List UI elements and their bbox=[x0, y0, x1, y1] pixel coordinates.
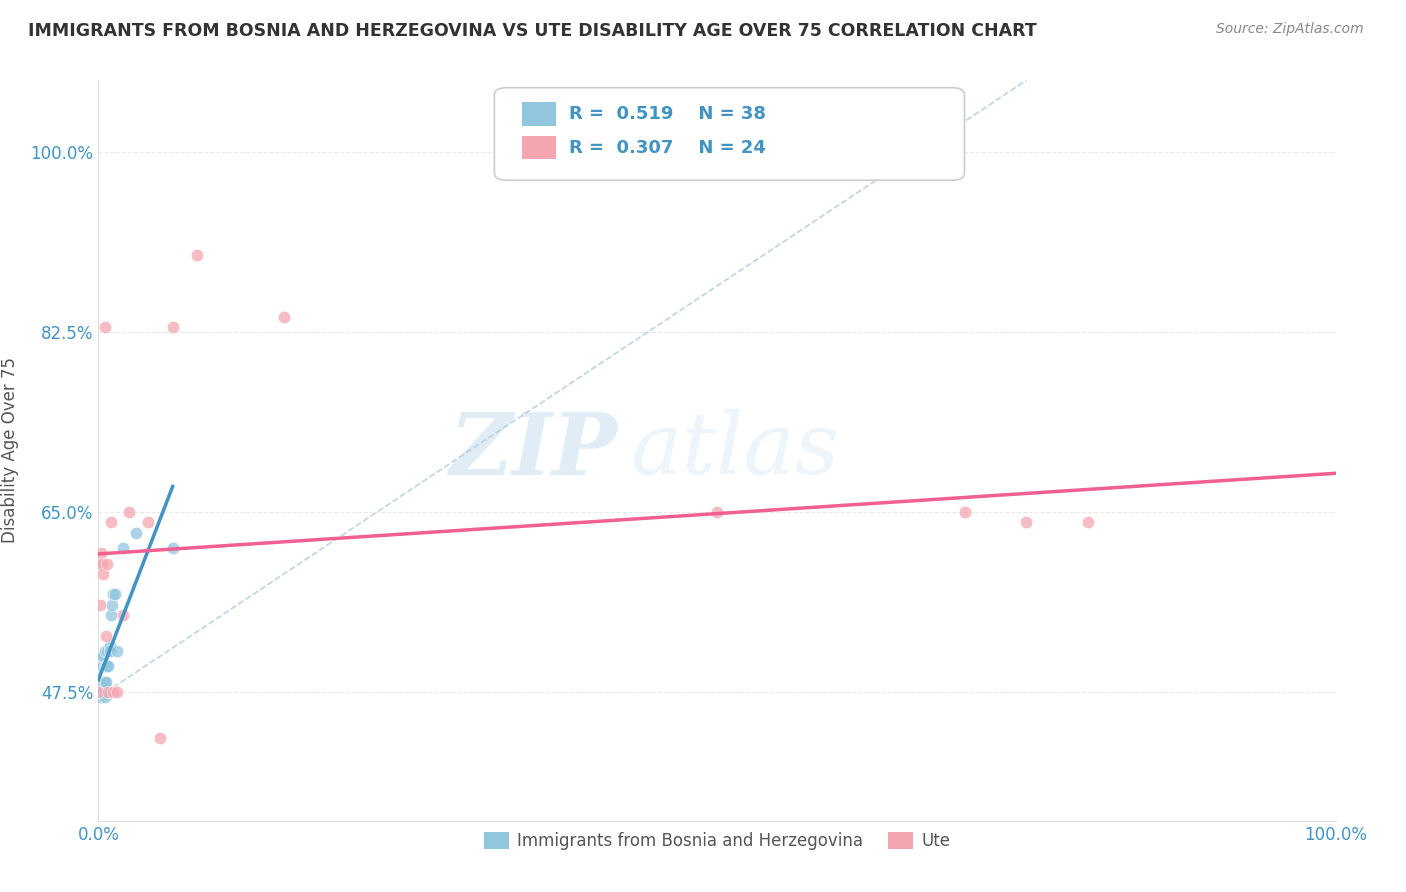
Point bbox=[93, 659, 115, 673]
Point bbox=[93, 659, 115, 673]
Point bbox=[89, 685, 111, 699]
Point bbox=[273, 310, 295, 324]
Point bbox=[100, 516, 122, 530]
Point bbox=[90, 674, 112, 689]
Point bbox=[89, 659, 111, 673]
Point bbox=[1015, 516, 1038, 530]
Point bbox=[97, 685, 120, 699]
Point bbox=[87, 557, 110, 571]
Point bbox=[87, 680, 110, 694]
Y-axis label: Disability Age Over 75: Disability Age Over 75 bbox=[1, 358, 20, 543]
Point bbox=[91, 649, 114, 664]
Point bbox=[87, 659, 110, 673]
Point bbox=[112, 607, 135, 622]
Point bbox=[90, 659, 112, 673]
Point bbox=[97, 659, 120, 673]
Point bbox=[89, 690, 111, 705]
Point bbox=[103, 587, 125, 601]
Point bbox=[103, 685, 125, 699]
Point bbox=[105, 644, 128, 658]
Legend: Immigrants from Bosnia and Herzegovina, Ute: Immigrants from Bosnia and Herzegovina, … bbox=[477, 825, 957, 856]
Point bbox=[103, 587, 125, 601]
Point bbox=[101, 598, 124, 612]
Point bbox=[94, 674, 117, 689]
Point bbox=[93, 649, 115, 664]
Point bbox=[90, 546, 112, 560]
Text: R =  0.519    N = 38: R = 0.519 N = 38 bbox=[568, 105, 766, 123]
Point bbox=[953, 505, 976, 519]
Point bbox=[93, 674, 115, 689]
Point bbox=[124, 525, 146, 540]
Text: ZIP: ZIP bbox=[450, 409, 619, 492]
Text: IMMIGRANTS FROM BOSNIA AND HERZEGOVINA VS UTE DISABILITY AGE OVER 75 CORRELATION: IMMIGRANTS FROM BOSNIA AND HERZEGOVINA V… bbox=[28, 22, 1036, 40]
Point bbox=[98, 644, 121, 658]
Point bbox=[93, 566, 115, 581]
Point bbox=[87, 685, 110, 699]
Point bbox=[96, 659, 118, 673]
Point bbox=[112, 541, 135, 556]
Point bbox=[105, 685, 128, 699]
Point bbox=[96, 644, 118, 658]
Point bbox=[706, 505, 728, 519]
Point bbox=[96, 557, 118, 571]
Bar bbox=[522, 103, 557, 126]
Point bbox=[91, 680, 114, 694]
Point bbox=[91, 659, 114, 673]
Point bbox=[91, 557, 114, 571]
Point bbox=[93, 690, 115, 705]
Text: atlas: atlas bbox=[630, 409, 839, 491]
Point bbox=[100, 607, 122, 622]
Point bbox=[98, 639, 121, 653]
Point bbox=[89, 598, 111, 612]
Point bbox=[89, 674, 111, 689]
Point bbox=[87, 685, 110, 699]
Point bbox=[91, 685, 114, 699]
Point bbox=[162, 541, 184, 556]
Point bbox=[93, 674, 115, 689]
Point bbox=[136, 516, 159, 530]
Point bbox=[93, 644, 115, 658]
Point bbox=[91, 674, 114, 689]
Point bbox=[1077, 516, 1099, 530]
FancyBboxPatch shape bbox=[495, 87, 965, 180]
Point bbox=[93, 320, 115, 334]
Point bbox=[94, 659, 117, 673]
Point bbox=[90, 680, 112, 694]
Text: Source: ZipAtlas.com: Source: ZipAtlas.com bbox=[1216, 22, 1364, 37]
Point bbox=[149, 731, 172, 746]
Point bbox=[186, 248, 208, 262]
Point bbox=[162, 320, 184, 334]
Text: R =  0.307    N = 24: R = 0.307 N = 24 bbox=[568, 138, 765, 157]
Bar bbox=[522, 136, 557, 160]
Point bbox=[94, 628, 117, 642]
Point bbox=[118, 505, 141, 519]
Point bbox=[93, 685, 115, 699]
